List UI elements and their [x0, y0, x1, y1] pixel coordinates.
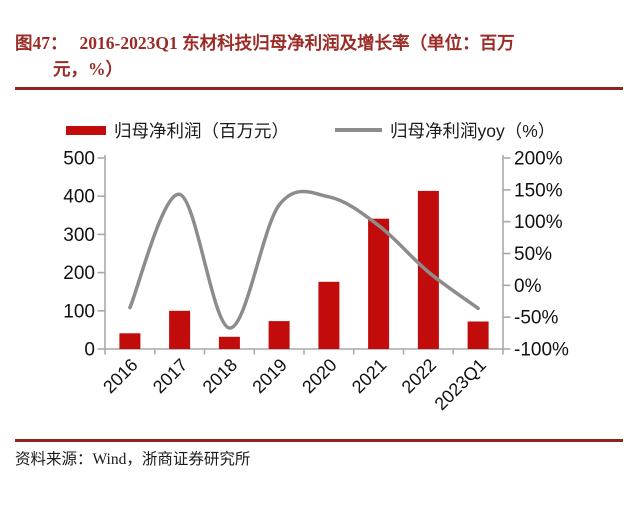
- left-axis-tick-label: 500: [63, 149, 95, 170]
- right-axis-tick-label: -50%: [514, 308, 558, 329]
- bar-2017: [169, 310, 191, 349]
- x-label-2017: 2017: [149, 355, 191, 397]
- left-axis-tick-label: 0: [84, 340, 95, 361]
- legend-item-yoy: 归母净利润yoy（%）: [335, 118, 555, 143]
- bar-2018: [218, 336, 240, 349]
- source-divider: [15, 439, 623, 442]
- x-label-2020: 2020: [298, 355, 340, 397]
- x-label-2019: 2019: [248, 355, 290, 397]
- chart-legend: 归母净利润（百万元） 归母净利润yoy（%）: [66, 119, 555, 141]
- yoy-line: [128, 189, 480, 330]
- left-axis-tick-label: 400: [63, 187, 95, 208]
- bar-2023Q1: [467, 321, 489, 349]
- legend-bar-label: 归母净利润（百万元）: [114, 120, 289, 141]
- left-axis-tick-label: 200: [63, 263, 95, 284]
- title-divider: [15, 87, 623, 90]
- legend-line-label: 归母净利润yoy（%）: [390, 120, 556, 141]
- left-axis-tick-label: 300: [63, 225, 95, 246]
- right-axis-tick-label: 50%: [514, 244, 552, 265]
- source-note: 资料来源：Wind，浙商证券研究所: [15, 451, 251, 468]
- right-axis-tick-label: -100%: [514, 340, 569, 361]
- right-axis-tick-label: 150%: [514, 180, 563, 201]
- figure-title: 图47： 2016-2023Q1 东材科技归母净利润及增长率（单位：百万 元，%…: [15, 30, 630, 82]
- x-label-2023Q1: 2023Q1: [431, 355, 490, 414]
- bar-2020: [318, 281, 340, 349]
- x-label-2021: 2021: [348, 355, 390, 397]
- bar-2016: [119, 333, 141, 349]
- right-axis-tick-label: 0%: [514, 276, 542, 297]
- legend-line-swatch: [335, 128, 382, 132]
- left-axis-tick-label: 100: [63, 301, 95, 322]
- figure-title-line1: 2016-2023Q1 东材科技归母净利润及增长率（单位：百万: [79, 33, 515, 53]
- bar-2019: [268, 321, 290, 349]
- x-label-2018: 2018: [199, 355, 241, 397]
- x-label-2022: 2022: [398, 355, 440, 397]
- right-axis-tick-label: 100%: [514, 212, 563, 233]
- figure-number-label: 图47：: [15, 33, 68, 53]
- legend-item-net-profit: 归母净利润（百万元）: [66, 118, 289, 143]
- legend-bar-swatch: [66, 125, 106, 135]
- x-label-2016: 2016: [99, 355, 141, 397]
- figure-title-line2: 元，%）: [53, 59, 123, 79]
- bar-2021: [368, 218, 390, 349]
- right-axis-tick-label: 200%: [514, 149, 563, 170]
